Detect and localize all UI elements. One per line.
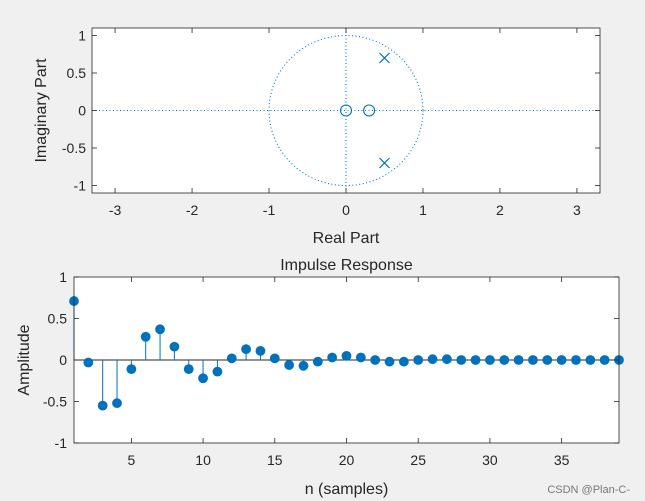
stem-marker-11 [212,366,223,377]
stem-marker-14 [255,345,266,356]
zero-marker-1 [363,104,376,117]
stem-marker-8 [169,341,180,352]
stem-marker-5 [126,364,137,375]
impulse-xtick-label: 5 [127,452,135,468]
impulse-xtick-label: 10 [195,452,211,468]
unit-circle [268,34,424,187]
pole-zero-xtick-label: -1 [263,202,276,218]
stem-marker-31 [499,355,510,365]
stem-marker-22 [370,355,381,365]
impulse-ticks: 5 10 15 20 25 30 35 1 0.5 0 -0.5 -1 [43,269,619,468]
pole-marker-0 [379,52,390,64]
pole-marker-1 [379,157,390,169]
stem-marker-2 [83,357,94,368]
impulse-xtick-label: 25 [410,452,426,468]
impulse-ytick-label: -0.5 [43,394,67,410]
stem-marker-38 [599,355,610,365]
pole-zero-plot: -3 -2 -1 0 1 2 3 1 0.5 0 -0.5 -1 Real Part Imaginar… [33,28,601,247]
pole-zero-xtick-label: -2 [186,202,199,218]
stem-marker-7 [155,324,165,335]
stem-marker-25 [413,355,424,365]
stem-marker-19 [327,352,338,363]
pole-zero-plot-content [92,28,600,193]
pole-zero-ytick-label: -0.5 [62,140,86,156]
impulse-ylabel: Amplitude [16,324,33,395]
pole-zero-ticks: -3 -2 -1 0 1 2 3 1 0.5 0 -0.5 -1 [62,28,600,218]
zero-marker-0 [339,104,353,117]
stem-marker-27 [441,354,452,365]
impulse-title: Impulse Response [280,257,413,274]
impulse-ytick-label: -1 [55,435,68,451]
stem-marker-4 [112,398,122,409]
pole-zero-xtick-label: 2 [496,202,504,218]
pole-zero-xtick-label: -3 [109,202,122,218]
pole-zero-xlabel: Real Part [313,230,380,247]
watermark-text: CSDN @Plan-C- [547,484,630,496]
stem-marker-23 [384,356,395,367]
impulse-response-plot: 5 10 15 20 25 30 35 1 0.5 0 -0.5 -1 Impulse Respons… [16,257,624,498]
impulse-xtick-label: 20 [339,452,355,468]
stem-marker-15 [269,353,280,364]
stem-marker-28 [456,355,467,365]
stem-marker-16 [284,360,295,370]
impulse-ytick-label: 0.5 [48,311,68,327]
impulse-ytick-label: 1 [59,269,67,285]
stem-marker-34 [542,355,553,365]
pole-zero-xtick-label: 3 [573,202,581,218]
stem-marker-13 [241,344,252,355]
impulse-xlabel: n (samples) [305,481,389,498]
stem-marker-6 [140,331,151,342]
impulse-xtick-label: 30 [482,452,498,468]
stem-marker-12 [226,353,237,364]
pole-zero-ytick-label: 0.5 [67,65,87,81]
stem-marker-30 [485,355,495,365]
impulse-xtick-label: 35 [554,452,570,468]
stem-marker-35 [556,355,567,365]
stem-marker-32 [513,355,524,365]
pole-zero-xtick-label: 0 [342,202,350,218]
stem-marker-37 [585,355,596,365]
pole-zero-ytick-label: 1 [78,28,86,44]
stem-marker-36 [571,355,581,365]
stem-marker-29 [470,355,481,365]
pole-zero-ytick-label: -1 [74,178,87,194]
impulse-xtick-label: 15 [267,452,283,468]
stem-marker-20 [341,350,352,361]
stem-marker-10 [198,373,208,384]
pole-zero-ylabel: Imaginary Part [33,58,50,163]
stem-marker-17 [298,360,309,371]
stem-marker-24 [398,356,409,367]
pole-zero-xtick-label: 1 [419,202,427,218]
stem-marker-9 [183,364,194,375]
stem-marker-3 [97,400,108,411]
stem-marker-18 [312,356,323,367]
stem-marker-21 [355,352,366,363]
impulse-ytick-label: 0 [59,352,67,368]
pole-zero-ytick-label: 0 [78,103,86,119]
stem-marker-26 [427,354,438,365]
stem-marker-33 [528,355,538,365]
